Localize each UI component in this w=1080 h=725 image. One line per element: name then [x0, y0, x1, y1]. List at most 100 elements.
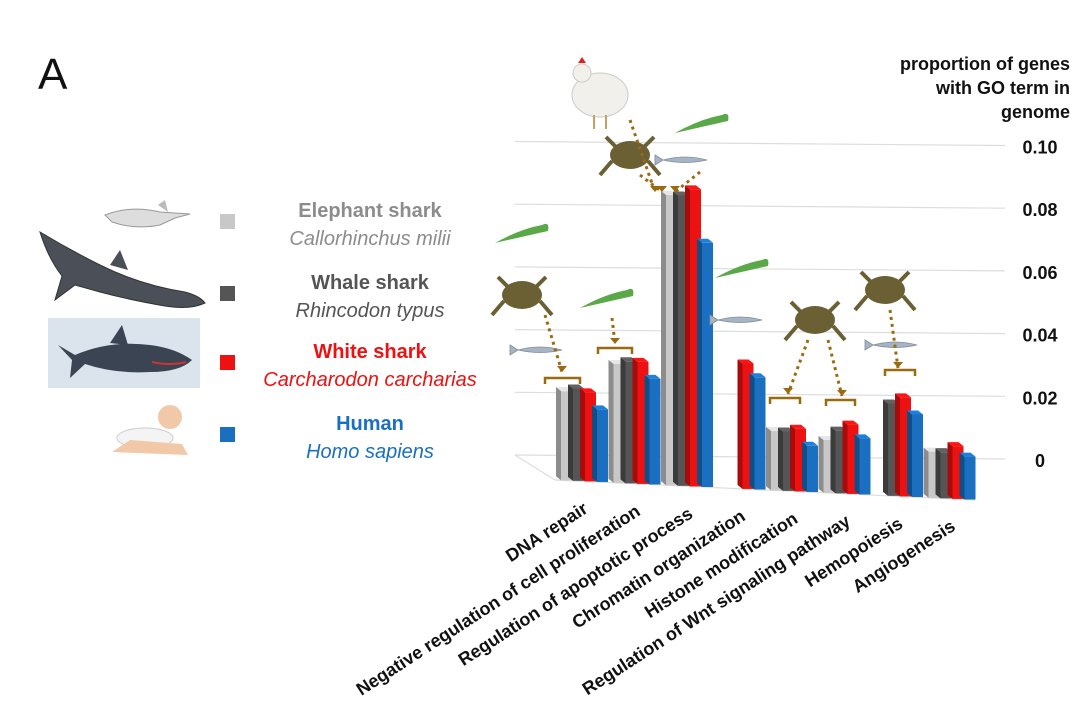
lizard-body — [580, 288, 634, 308]
annotation-organisms — [490, 57, 918, 406]
bar-top — [697, 238, 713, 243]
legend-swatch — [220, 214, 235, 229]
fish-icon — [709, 314, 763, 326]
legend-common-name: Whale shark — [311, 272, 429, 294]
y-axis-title: proportion of genes with GO term in geno… — [840, 52, 1070, 124]
legend-scientific-name: Rhincodon typus — [295, 300, 445, 322]
bar-front — [637, 361, 649, 484]
bar-top — [592, 405, 608, 410]
frog-icon — [490, 275, 554, 317]
bar-front — [678, 195, 689, 486]
bar-front — [771, 430, 782, 491]
bar-side — [883, 399, 888, 496]
frog-icon — [853, 270, 917, 312]
frog-legs — [783, 300, 847, 342]
bracket — [883, 368, 917, 376]
frog-body — [865, 276, 905, 304]
fish-body — [709, 314, 763, 326]
bar-top — [947, 442, 964, 447]
bar-top — [737, 359, 754, 364]
gridline — [514, 140, 1006, 147]
fish-body — [509, 344, 563, 356]
bar-side — [661, 190, 666, 486]
panel-label: A — [38, 50, 68, 99]
y-axis-title-line: with GO term in — [935, 78, 1070, 98]
y-tick-label: 0.04 — [1022, 326, 1057, 346]
legend-swatch — [220, 286, 235, 301]
bar-side — [935, 448, 941, 499]
lizard-body — [715, 258, 769, 278]
legend-item-elephant-shark: Elephant shark Callorhinchus milii — [0, 200, 520, 260]
bar-side — [778, 427, 783, 491]
bar-side — [737, 359, 743, 489]
bar-top — [854, 434, 871, 439]
bar-side — [749, 373, 755, 490]
bar-side — [907, 410, 912, 497]
bar-front — [835, 430, 847, 494]
bar-front — [625, 361, 637, 484]
gridline — [514, 203, 1006, 209]
frog-body — [795, 306, 835, 334]
bar — [644, 374, 661, 485]
bar-side — [923, 447, 929, 498]
bar-front — [912, 414, 923, 497]
bar-side — [818, 435, 824, 493]
bar — [697, 238, 713, 487]
y-tick-label: 0.08 — [1022, 200, 1057, 220]
chicken-comb — [578, 57, 586, 63]
bar-front — [702, 242, 713, 487]
bar-top — [802, 441, 818, 446]
bar — [923, 447, 940, 498]
legend-common-name: Elephant shark — [298, 200, 442, 222]
bar — [907, 410, 923, 497]
fish-body — [654, 154, 708, 166]
bar-side — [802, 441, 807, 492]
frog-icon — [783, 300, 847, 342]
bar-front — [573, 388, 584, 481]
y-tick-label: 0.02 — [1022, 388, 1057, 408]
legend-scientific-name: Homo sapiens — [306, 441, 434, 463]
fish-icon — [864, 339, 918, 351]
bar-side — [592, 405, 597, 482]
frog-icon — [598, 135, 662, 177]
frog-legs — [598, 135, 662, 177]
bar-front — [666, 194, 677, 486]
legend-item-whale-shark: Whale shark Rhincodon typus — [0, 272, 520, 332]
bar — [632, 357, 649, 484]
bracket — [824, 398, 857, 406]
legend-common-name: White shark — [313, 341, 427, 363]
bar-front — [940, 452, 952, 499]
bar-front — [561, 391, 572, 481]
dotted-arrow — [639, 173, 663, 194]
fish-icon — [509, 344, 563, 356]
bar-side — [620, 357, 626, 484]
legend-scientific-name: Carcharodon carcharias — [263, 369, 477, 391]
bar-side — [766, 426, 771, 491]
fish-icon — [654, 154, 708, 166]
y-axis-title-line: proportion of genes — [900, 54, 1070, 74]
bar — [842, 420, 859, 494]
lizard-body — [495, 223, 549, 243]
frog-legs — [490, 275, 554, 317]
bar-top — [685, 185, 701, 190]
y-tick-label: 0 — [1035, 451, 1045, 471]
bar-front — [888, 403, 899, 496]
bar-side — [895, 393, 900, 497]
bar — [947, 442, 964, 499]
bar — [685, 185, 701, 487]
floor-edge — [554, 479, 976, 501]
dotted-arrow — [888, 309, 900, 369]
bar — [895, 393, 911, 497]
elephant-shark-icon — [104, 200, 191, 228]
bar-front — [649, 378, 661, 485]
bar-top — [568, 384, 584, 389]
legend-item-human: Human Homo sapiens — [0, 413, 520, 473]
baby-icon — [112, 405, 188, 455]
legend-item-white-shark: White shark Carcharodon carcharias — [0, 341, 520, 401]
bar — [883, 399, 899, 496]
bar-front — [783, 431, 794, 491]
lizard-body — [675, 113, 729, 133]
bar-side — [842, 420, 848, 494]
